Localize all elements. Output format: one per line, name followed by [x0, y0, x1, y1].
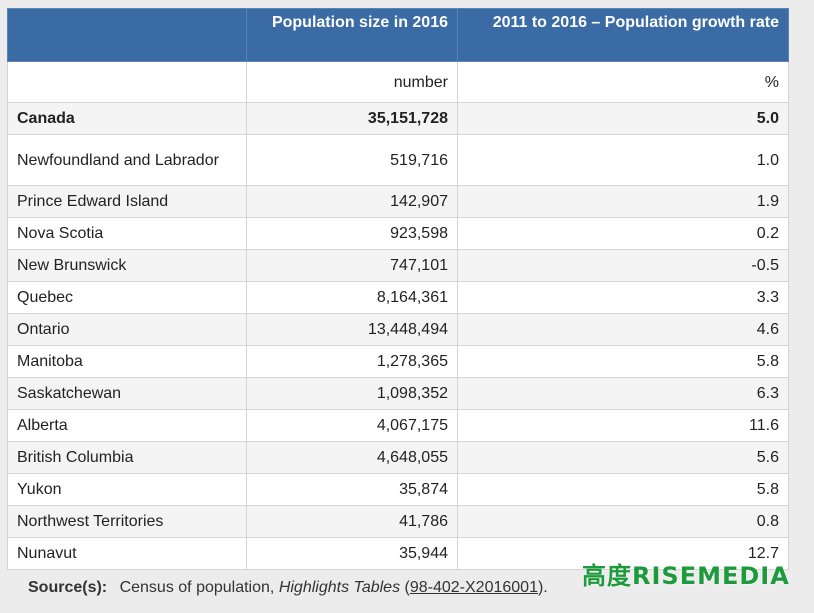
row-name: Ontario: [7, 313, 247, 346]
row-name: Nova Scotia: [7, 217, 247, 250]
row-name: Newfoundland and Labrador: [7, 134, 247, 186]
row-population: 747,101: [246, 249, 458, 282]
table-row: Nunavut 35,944 12.7: [7, 537, 789, 570]
row-name: Alberta: [7, 409, 247, 442]
source-close: ).: [537, 579, 548, 596]
row-name: British Columbia: [7, 441, 247, 474]
source-open: (: [404, 579, 410, 596]
row-name: New Brunswick: [7, 249, 247, 282]
row-population: 35,874: [246, 473, 458, 506]
row-population: 4,067,175: [246, 409, 458, 442]
logo-rise: RISE: [632, 562, 698, 590]
units-geography: [7, 61, 247, 103]
logo-chinese: 高度: [582, 562, 632, 590]
table-row: Newfoundland and Labrador 519,716 1.0: [7, 134, 789, 186]
table-row: New Brunswick 747,101 -0.5: [7, 249, 789, 282]
row-growth: 11.6: [457, 409, 789, 442]
units-growth: %: [457, 61, 789, 103]
row-growth: 12.7: [457, 537, 789, 570]
row-growth: 0.8: [457, 505, 789, 538]
risemedia-watermark-logo: 高度RISEMEDIA: [582, 556, 790, 591]
row-growth: 5.6: [457, 441, 789, 474]
header-row: Population size in 2016 2011 to 2016 – P…: [7, 8, 789, 62]
row-growth: 4.6: [457, 313, 789, 346]
row-name: Quebec: [7, 281, 247, 314]
row-growth: 1.9: [457, 185, 789, 218]
row-name: Prince Edward Island: [7, 185, 247, 218]
row-growth: 5.8: [457, 345, 789, 378]
table-row: Saskatchewan 1,098,352 6.3: [7, 377, 789, 410]
source-note: Source(s): Census of population, Highlig…: [28, 579, 548, 597]
row-name: Northwest Territories: [7, 505, 247, 538]
source-text: Census of population,: [119, 579, 275, 596]
row-population: 4,648,055: [246, 441, 458, 474]
table-row: Yukon 35,874 5.8: [7, 473, 789, 506]
table-row: British Columbia 4,648,055 5.6: [7, 441, 789, 474]
row-growth: -0.5: [457, 249, 789, 282]
row-population: 1,278,365: [246, 345, 458, 378]
table-row: Nova Scotia 923,598 0.2: [7, 217, 789, 250]
row-population: 35,944: [246, 537, 458, 570]
row-population: 13,448,494: [246, 313, 458, 346]
table-row: Alberta 4,067,175 11.6: [7, 409, 789, 442]
population-table-container: Population size in 2016 2011 to 2016 – P…: [7, 8, 789, 570]
units-population: number: [246, 61, 458, 103]
row-growth: 5.0: [457, 102, 789, 135]
row-population: 41,786: [246, 505, 458, 538]
table-row: Northwest Territories 41,786 0.8: [7, 505, 789, 538]
row-growth: 1.0: [457, 134, 789, 186]
row-growth: 3.3: [457, 281, 789, 314]
header-population: Population size in 2016: [246, 8, 458, 62]
logo-media: MEDIA: [697, 562, 790, 590]
row-population: 519,716: [246, 134, 458, 186]
row-population: 8,164,361: [246, 281, 458, 314]
header-growth-rate: 2011 to 2016 – Population growth rate: [457, 8, 789, 62]
source-label: Source(s):: [28, 579, 108, 596]
row-population: 923,598: [246, 217, 458, 250]
table-row: Prince Edward Island 142,907 1.9: [7, 185, 789, 218]
table-row: Canada 35,151,728 5.0: [7, 102, 789, 135]
row-population: 1,098,352: [246, 377, 458, 410]
row-name: Yukon: [7, 473, 247, 506]
units-row: number %: [7, 61, 789, 103]
header-geography: [7, 8, 247, 62]
row-growth: 5.8: [457, 473, 789, 506]
row-population: 35,151,728: [246, 102, 458, 135]
row-population: 142,907: [246, 185, 458, 218]
row-name: Manitoba: [7, 345, 247, 378]
table-row: Ontario 13,448,494 4.6: [7, 313, 789, 346]
row-name: Nunavut: [7, 537, 247, 570]
row-name: Saskatchewan: [7, 377, 247, 410]
table-row: Quebec 8,164,361 3.3: [7, 281, 789, 314]
source-link[interactable]: 98-402-X2016001: [409, 579, 538, 596]
row-growth: 6.3: [457, 377, 789, 410]
table-row: Manitoba 1,278,365 5.8: [7, 345, 789, 378]
source-italic: Highlights Tables: [278, 579, 401, 596]
row-growth: 0.2: [457, 217, 789, 250]
row-name: Canada: [7, 102, 247, 135]
population-table: Population size in 2016 2011 to 2016 – P…: [7, 8, 789, 570]
